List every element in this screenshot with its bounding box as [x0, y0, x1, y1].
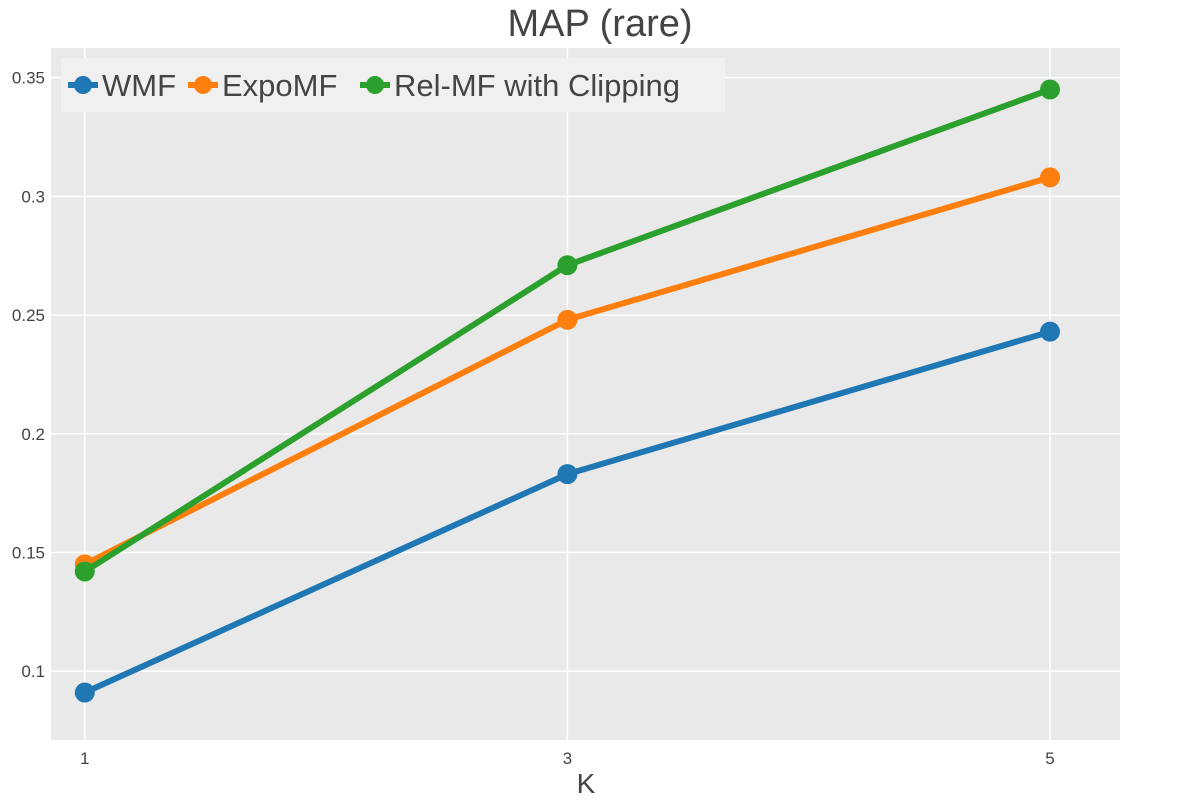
legend: WMF ExpoMF Rel-MF with Clipping: [61, 58, 725, 112]
x-tick-label: 1: [80, 749, 89, 768]
data-point: [1040, 167, 1061, 188]
y-tick-label: 0.15: [12, 543, 45, 562]
legend-swatch-marker: [194, 76, 212, 94]
axis-layer: 0.1 0.15 0.2 0.25 0.3 0.35 1 3 5: [12, 69, 1055, 768]
data-point: [1040, 321, 1061, 342]
data-point: [1040, 79, 1061, 100]
y-tick-label: 0.1: [21, 662, 45, 681]
data-point: [557, 255, 578, 276]
data-point: [74, 561, 95, 582]
y-tick-label: 0.3: [21, 187, 45, 206]
legend-swatch-marker: [366, 76, 384, 94]
chart-title: MAP (rare): [507, 3, 692, 45]
x-tick-label: 5: [1045, 749, 1054, 768]
x-axis-label: K: [577, 768, 596, 799]
series-layer: [74, 79, 1061, 703]
y-tick-label: 0.35: [12, 69, 45, 88]
data-point: [557, 464, 578, 485]
data-point: [557, 309, 578, 330]
y-tick-label: 0.25: [12, 306, 45, 325]
y-tick-label: 0.2: [21, 425, 45, 444]
data-point: [74, 682, 95, 703]
x-tick-label: 3: [563, 749, 572, 768]
legend-swatch-marker: [74, 76, 92, 94]
legend-background: [61, 58, 725, 112]
legend-label: WMF: [102, 68, 176, 103]
legend-label: ExpoMF: [222, 68, 337, 103]
legend-label: Rel-MF with Clipping: [394, 68, 680, 103]
